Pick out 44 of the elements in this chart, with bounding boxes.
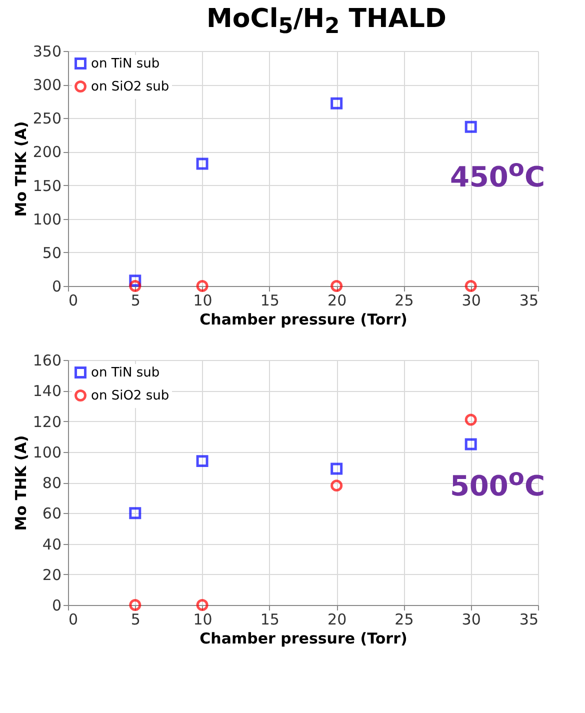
y-tick-label: 80 bbox=[42, 474, 62, 492]
y-tick-label: 160 bbox=[32, 352, 62, 370]
x-tick-label: 5 bbox=[130, 292, 140, 310]
y-tick-label: 120 bbox=[32, 412, 62, 431]
x-axis-title: Chamber pressure (Torr) bbox=[200, 630, 408, 648]
legend-label: on SiO2 sub bbox=[91, 388, 170, 404]
legend-label: on TiN sub bbox=[91, 366, 160, 381]
y-tick-label: 100 bbox=[32, 210, 62, 229]
x-tick-label: 30 bbox=[462, 610, 481, 629]
y-tick-label: 200 bbox=[32, 143, 62, 162]
x-tick-label: 10 bbox=[193, 292, 212, 310]
x-tick-label: 20 bbox=[328, 610, 347, 629]
legend-label: on TiN sub bbox=[91, 56, 160, 72]
y-tick-label: 140 bbox=[32, 382, 62, 400]
x-axis-title: Chamber pressure (Torr) bbox=[200, 310, 408, 329]
y-tick-label: 60 bbox=[42, 504, 62, 523]
x-tick-label: 25 bbox=[394, 292, 414, 310]
x-tick-label: 10 bbox=[193, 610, 212, 629]
x-tick-label: 15 bbox=[260, 610, 280, 629]
x-tick-label: 0 bbox=[68, 292, 78, 310]
annotation: 500$^{o}$C bbox=[450, 463, 545, 503]
annotation: 450$^{o}$C bbox=[450, 154, 545, 194]
chart-title: MoCl$_{5}$/H$_{2}$ THALD bbox=[206, 4, 448, 40]
x-tick-label: 20 bbox=[328, 292, 347, 310]
x-tick-label: 0 bbox=[68, 610, 78, 629]
y-tick-label: 300 bbox=[32, 76, 62, 94]
x-tick-label: 35 bbox=[519, 610, 538, 629]
y-tick-label: 250 bbox=[32, 110, 62, 128]
y-tick-label: 0 bbox=[52, 596, 62, 615]
y-tick-label: 20 bbox=[42, 566, 62, 584]
y-tick-label: 150 bbox=[32, 176, 62, 195]
y-axis-title: Mo THK (A) bbox=[12, 121, 30, 217]
y-tick-label: 50 bbox=[42, 244, 62, 262]
x-tick-label: 15 bbox=[260, 292, 280, 310]
x-tick-label: 35 bbox=[519, 292, 538, 310]
x-tick-label: 25 bbox=[394, 610, 414, 629]
y-tick-label: 40 bbox=[42, 535, 62, 554]
y-tick-label: 100 bbox=[32, 444, 62, 462]
y-tick-label: 350 bbox=[32, 42, 62, 61]
y-tick-label: 0 bbox=[52, 278, 62, 296]
y-axis-title: Mo THK (A) bbox=[12, 435, 30, 531]
legend-label: on SiO2 sub bbox=[91, 80, 170, 95]
x-tick-label: 5 bbox=[130, 610, 140, 629]
x-tick-label: 30 bbox=[462, 292, 481, 310]
